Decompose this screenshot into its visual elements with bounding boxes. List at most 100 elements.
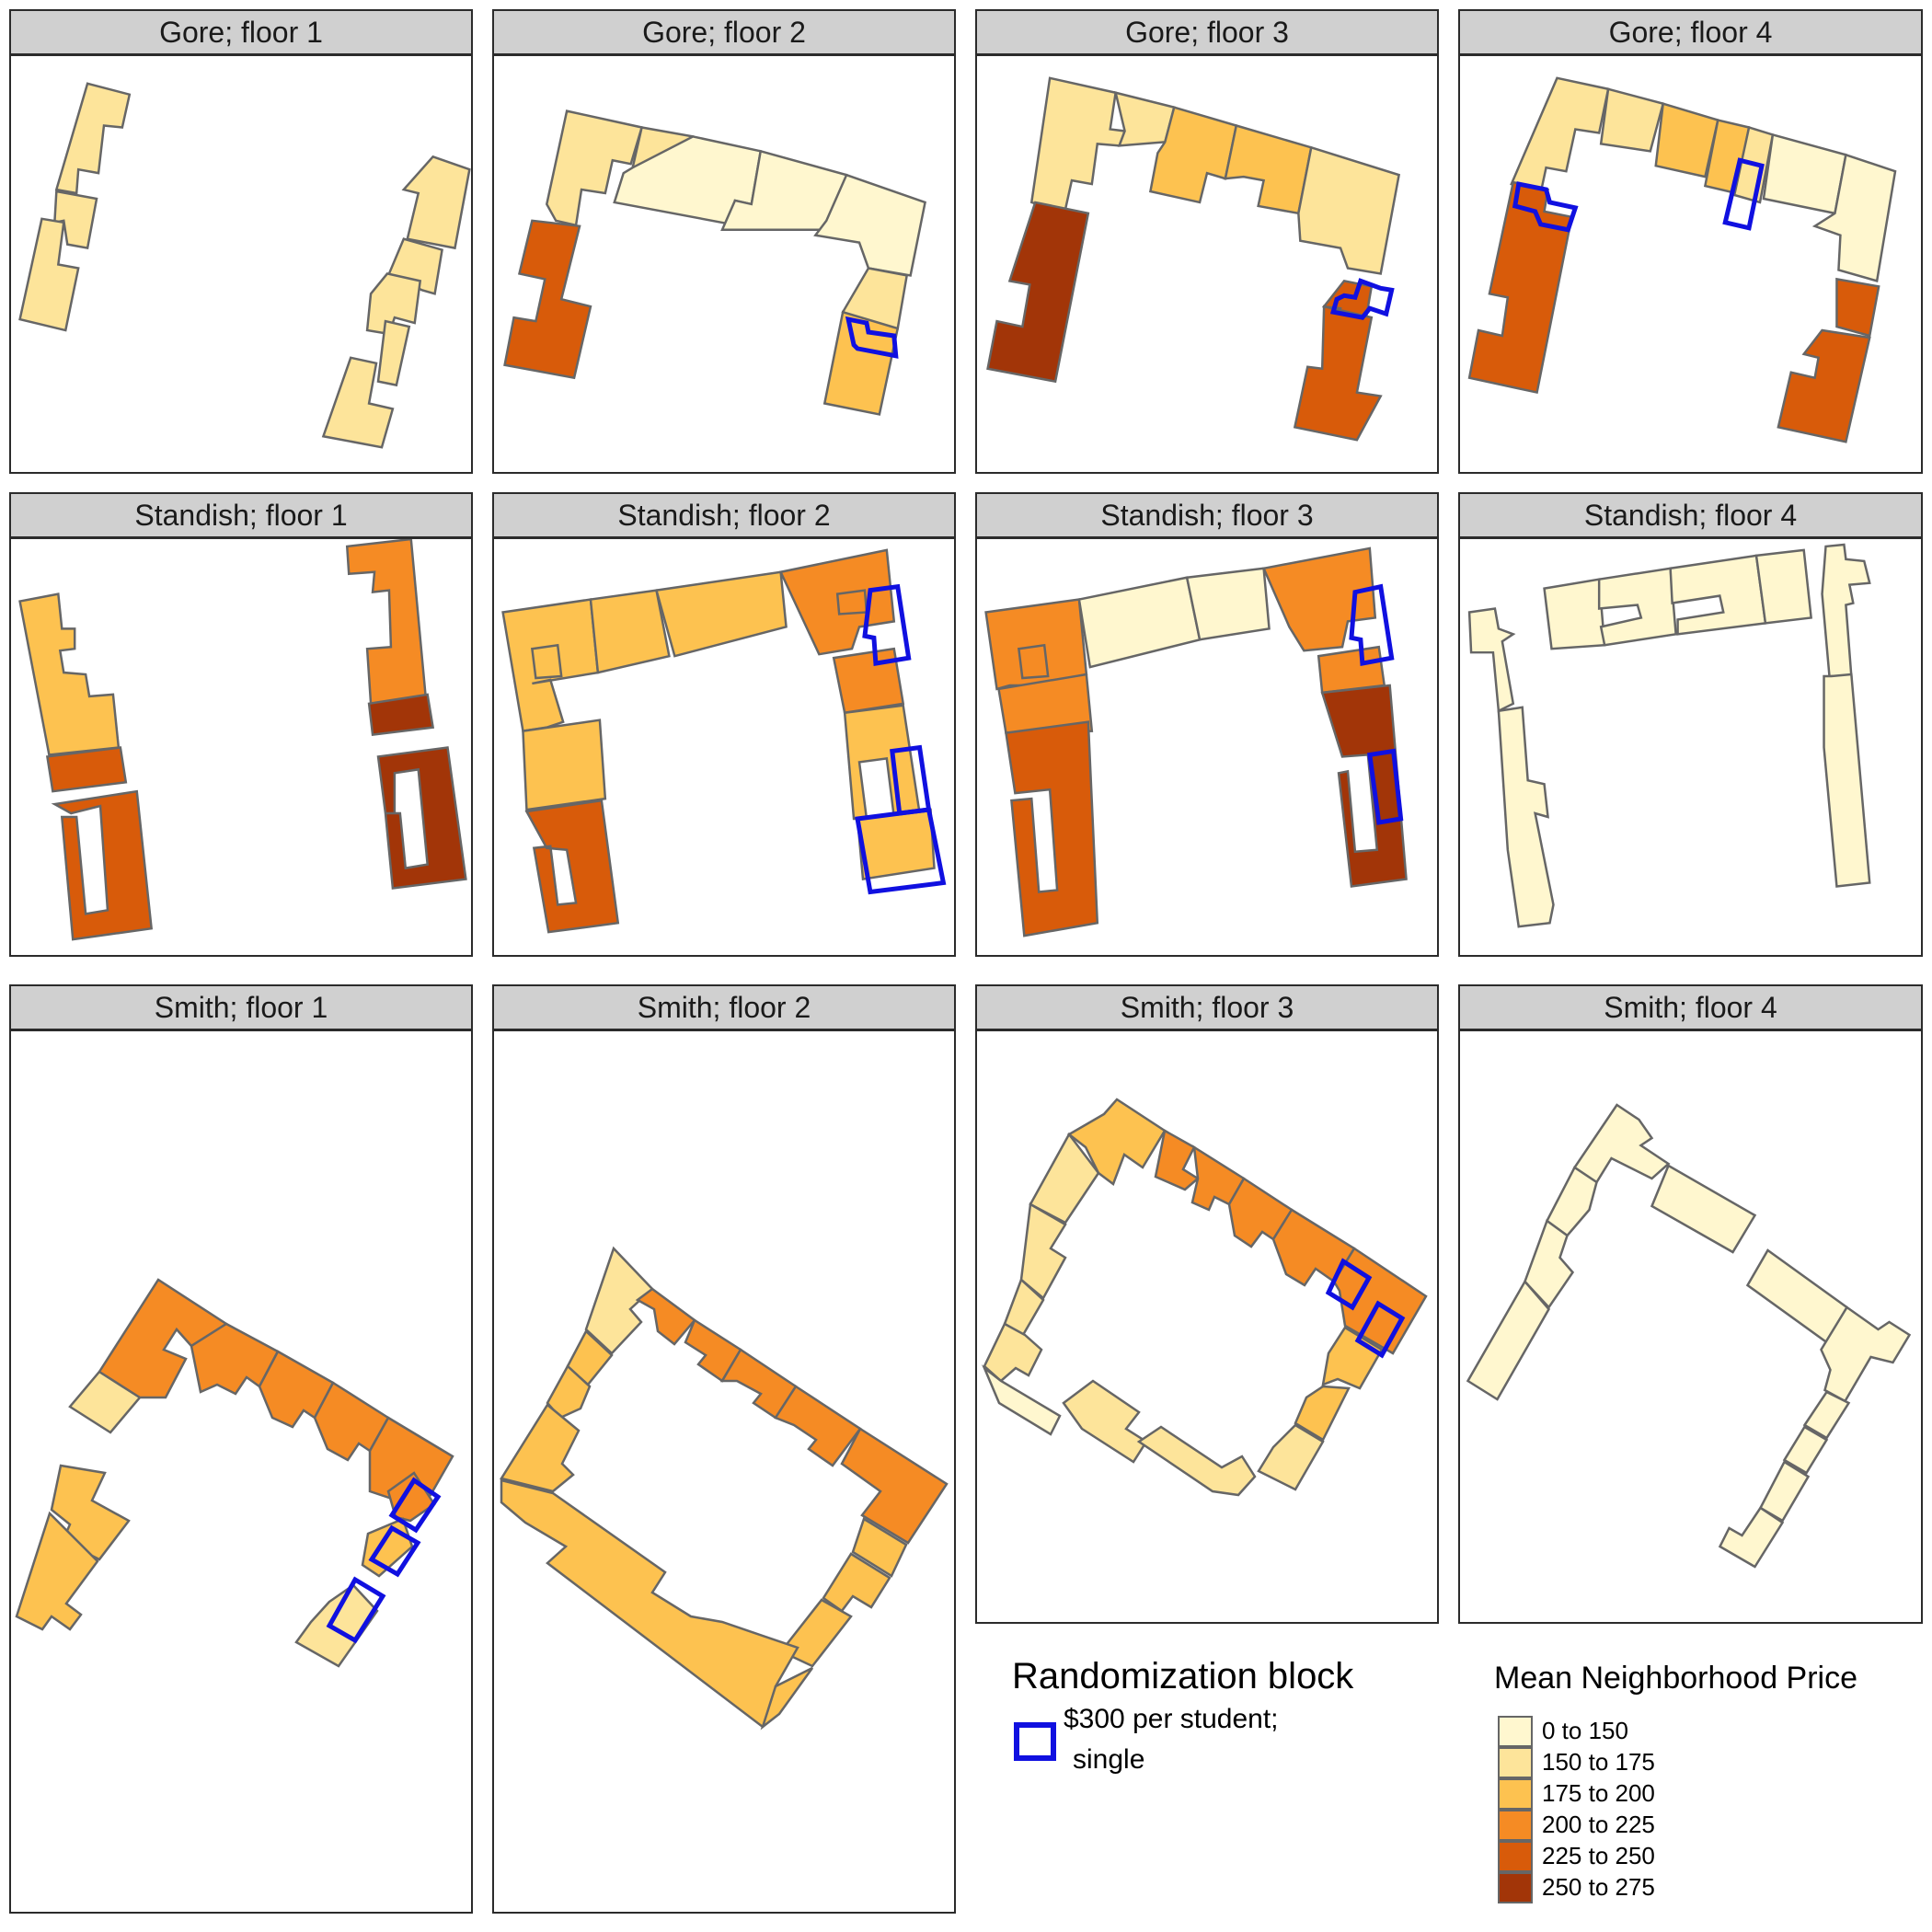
randomization-block-outline xyxy=(862,583,912,667)
floor-plan-map xyxy=(981,1098,1428,1497)
facet-standish-floor-4: Standish; floor 4 xyxy=(1458,492,1923,957)
room-polygon xyxy=(843,704,922,821)
facet-title: Smith; floor 3 xyxy=(975,984,1439,1030)
price-label: 175 to 200 xyxy=(1542,1779,1655,1807)
randomization-block-outline xyxy=(1329,278,1395,320)
facet-gore-floor-4: Gore; floor 4 xyxy=(1458,9,1923,474)
room-polygon xyxy=(1185,567,1271,641)
legend-mean-neighborhood-price: Mean Neighborhood Price 0 to 150 150 to … xyxy=(1494,1661,1908,1909)
room-polygon xyxy=(760,1666,814,1731)
room-polygon xyxy=(654,570,788,658)
room-polygon xyxy=(986,201,1090,384)
floor-plan-map xyxy=(15,1278,454,1668)
facet-gore-floor-3: Gore; floor 3 xyxy=(975,9,1439,474)
room-polygon xyxy=(1077,576,1202,669)
legend-randomization-block: Randomization block $300 per student; si… xyxy=(1012,1656,1417,1776)
randomization-block-outline xyxy=(845,316,899,359)
room-polygon xyxy=(779,1598,853,1668)
room-polygon xyxy=(1572,1103,1671,1184)
facet-title: Gore; floor 1 xyxy=(9,9,473,55)
price-class-list: 0 to 150 150 to 175 175 to 200 200 to 22… xyxy=(1498,1716,1884,1909)
facet-title: Standish; floor 3 xyxy=(975,492,1439,538)
room-polygon xyxy=(1136,1425,1257,1497)
room-polygon xyxy=(1654,102,1719,178)
facet-smith-floor-3: Smith; floor 3 xyxy=(975,984,1439,1624)
price-swatch xyxy=(1498,1778,1533,1810)
floor-plan-map xyxy=(18,82,471,449)
price-label: 250 to 275 xyxy=(1542,1873,1655,1901)
room-polygon xyxy=(1718,1506,1785,1569)
room-polygon xyxy=(822,310,900,416)
room-polygon xyxy=(376,319,411,387)
room-polygon xyxy=(54,82,132,195)
room-polygon xyxy=(367,693,435,736)
facet-title: Gore; floor 3 xyxy=(975,9,1439,55)
room-polygon xyxy=(1224,123,1313,215)
room-polygon xyxy=(1758,1460,1811,1523)
randomization-block-outline xyxy=(1354,1300,1406,1359)
room-polygon xyxy=(1062,1379,1148,1464)
room-polygon xyxy=(18,217,80,332)
room-polygon xyxy=(1782,1425,1829,1475)
floor-plan-map xyxy=(503,109,926,416)
randomization-block-outline xyxy=(1512,181,1579,233)
room-polygon xyxy=(1754,548,1812,625)
room-polygon xyxy=(1497,706,1555,928)
facet-title: Gore; floor 2 xyxy=(492,9,956,55)
facet-standish-floor-1: Standish; floor 1 xyxy=(9,492,473,957)
room-polygon xyxy=(856,808,936,880)
room-polygon xyxy=(321,356,395,449)
facet-smith-floor-4: Smith; floor 4 xyxy=(1458,984,1923,1624)
floor-plan-map xyxy=(1467,76,1897,443)
floor-plan-panel xyxy=(975,537,1439,957)
price-swatch xyxy=(1498,1716,1533,1747)
floor-plan-panel xyxy=(492,537,956,957)
randomization-block-swatch xyxy=(1014,1722,1056,1761)
room-polygon xyxy=(774,1385,862,1467)
floor-plan-map xyxy=(501,548,947,934)
room-polygon xyxy=(51,789,154,941)
room-polygon xyxy=(1066,1098,1167,1187)
room-polygon xyxy=(1597,567,1677,647)
facet-standish-floor-3: Standish; floor 3 xyxy=(975,492,1439,957)
room-polygon xyxy=(997,673,1094,734)
room-polygon xyxy=(1650,1164,1757,1254)
floor-plan-panel xyxy=(492,1029,956,1914)
floor-plan-map xyxy=(984,546,1408,937)
room-polygon xyxy=(15,1511,99,1631)
floor-plan-panel xyxy=(975,1029,1439,1624)
room-polygon xyxy=(1113,91,1176,147)
room-polygon xyxy=(1029,1132,1100,1225)
floor-plan-panel xyxy=(1458,54,1923,474)
price-label: 150 to 175 xyxy=(1542,1748,1655,1776)
facet-gore-floor-2: Gore; floor 2 xyxy=(492,9,956,474)
room-polygon xyxy=(851,1517,908,1578)
facet-standish-floor-2: Standish; floor 2 xyxy=(492,492,956,957)
room-polygon xyxy=(822,1552,891,1613)
room-polygon xyxy=(1297,145,1401,275)
price-swatch xyxy=(1498,1810,1533,1841)
randomization-block-outline xyxy=(1349,583,1395,667)
floor-plan-panel xyxy=(492,54,956,474)
room-polygon xyxy=(1293,305,1383,442)
randomization-block-outline xyxy=(1325,1258,1373,1311)
price-label: 225 to 250 xyxy=(1542,1842,1655,1869)
room-polygon xyxy=(1466,1279,1551,1401)
floor-plan-panel xyxy=(1458,537,1923,957)
room-polygon xyxy=(1777,328,1871,443)
room-polygon xyxy=(545,109,644,227)
legend-title: Mean Neighborhood Price xyxy=(1494,1661,1858,1696)
floor-plan-map xyxy=(500,1246,949,1731)
room-polygon xyxy=(1294,1385,1351,1442)
room-polygon xyxy=(840,1427,949,1545)
room-polygon xyxy=(1745,1248,1849,1344)
room-polygon xyxy=(500,1478,799,1729)
room-polygon xyxy=(1029,76,1127,215)
room-polygon xyxy=(376,746,467,890)
room-polygon xyxy=(1317,645,1386,695)
floor-plan-panel xyxy=(1458,1029,1923,1624)
room-polygon xyxy=(522,719,607,811)
room-polygon xyxy=(401,155,471,250)
room-polygon xyxy=(1811,153,1897,282)
room-polygon xyxy=(1823,673,1871,888)
